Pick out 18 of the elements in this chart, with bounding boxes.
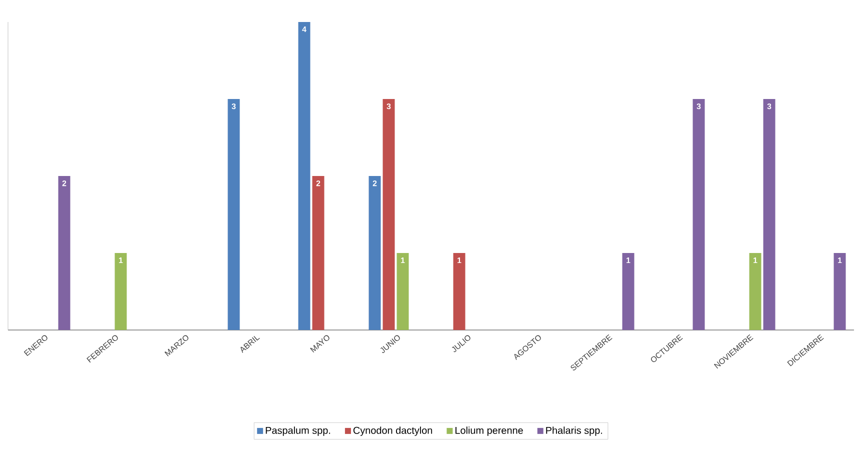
- bar: [382, 99, 395, 330]
- bar: [749, 253, 762, 330]
- bar: [692, 99, 705, 330]
- bar: [312, 176, 324, 330]
- legend-label: Paspalum spp.: [266, 426, 330, 436]
- bar: [298, 22, 310, 330]
- bar: [453, 253, 466, 330]
- bar: [763, 99, 776, 330]
- bar: [368, 176, 381, 330]
- bar: [622, 253, 634, 330]
- bar: [228, 99, 240, 330]
- legend-label: Phalaris spp.: [546, 426, 602, 436]
- bar: [114, 253, 127, 330]
- bar: [58, 176, 70, 330]
- legend-label: Lolium perenne: [456, 426, 523, 436]
- bar: [834, 253, 846, 330]
- bar: [396, 253, 409, 330]
- legend-label: Cynodon dactylon: [353, 426, 432, 436]
